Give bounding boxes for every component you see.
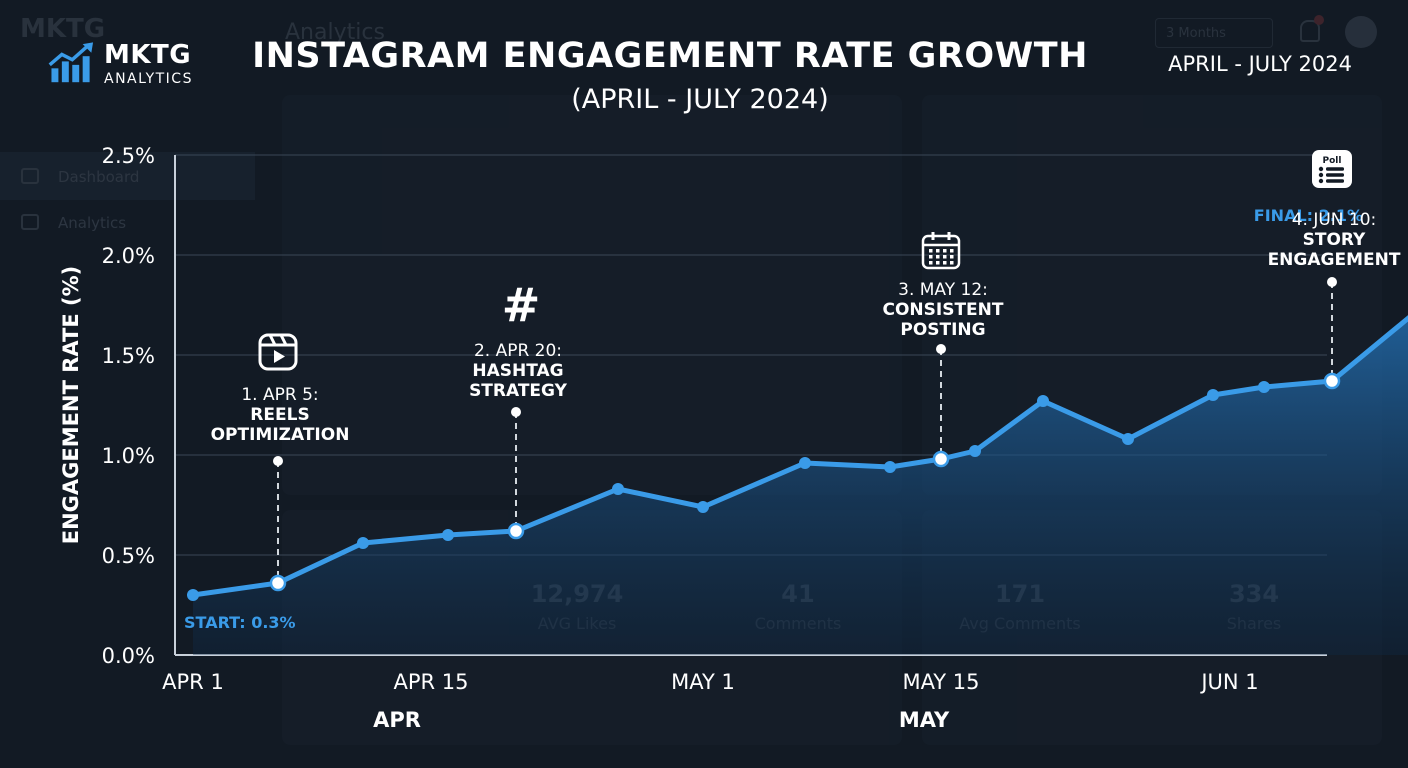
- annotation-title: POSTING: [900, 320, 985, 340]
- y-tick-label: 1.0%: [102, 444, 155, 468]
- annotation-date: 2. APR 20:: [474, 341, 562, 361]
- calendar-icon-day: [943, 249, 947, 253]
- calendar-icon: [921, 232, 961, 270]
- poll-icon-line: [1326, 173, 1344, 177]
- data-point: [442, 529, 454, 541]
- annotation-title: REELS: [250, 405, 309, 425]
- poll-icon-bullet: [1318, 166, 1324, 172]
- y-axis-label: ENGAGEMENT RATE (%): [59, 266, 83, 544]
- calendar-icon-frame: [921, 234, 961, 270]
- y-tick-label: 2.0%: [102, 244, 155, 268]
- month-label: MAY: [899, 708, 950, 732]
- x-tick-label: APR 1: [162, 670, 224, 694]
- poll-icon-text: Poll: [1323, 156, 1342, 166]
- data-point: [269, 574, 287, 592]
- calendar-icon-day: [929, 255, 933, 259]
- calendar-icon-day: [943, 261, 947, 265]
- y-tick-label: 2.5%: [102, 144, 155, 168]
- reels-icon-slash: [268, 334, 277, 346]
- start-label: START: 0.3%: [184, 613, 296, 632]
- calendar-icon-day: [929, 249, 933, 253]
- data-point: [799, 457, 811, 469]
- calendar-icon-day: [950, 249, 954, 253]
- annotation-title: OPTIMIZATION: [211, 425, 350, 445]
- calendar-icon-day: [936, 261, 940, 265]
- series-line: [190, 315, 1408, 598]
- annotation-date: 1. APR 5:: [241, 385, 318, 405]
- poll-icon-line: [1326, 167, 1344, 171]
- annotation-date: 4. JUN 10:: [1292, 210, 1377, 230]
- calendar-icon-day: [943, 255, 947, 259]
- annotation-title: STORY: [1303, 230, 1366, 250]
- data-point: [1258, 381, 1270, 393]
- hashtag-icon: #: [502, 278, 541, 332]
- annotation-dot: [273, 456, 283, 466]
- series-area: [193, 318, 1408, 655]
- data-point: [507, 522, 525, 540]
- y-tick-label: 0.5%: [102, 544, 155, 568]
- x-tick-label: JUN 1: [1199, 670, 1258, 694]
- annotation-date: 3. MAY 12:: [898, 280, 988, 300]
- calendar-icon-day: [929, 261, 933, 265]
- brand-name: MKTG: [104, 40, 192, 70]
- reels-icon-play: [274, 350, 285, 363]
- chart-title: INSTAGRAM ENGAGEMENT RATE GROWTH: [252, 36, 1088, 76]
- data-point: [932, 450, 950, 468]
- brand-tagline: ANALYTICS: [104, 71, 193, 87]
- annotation-title: HASHTAG: [472, 361, 563, 381]
- poll-icon-line: [1326, 179, 1344, 183]
- poll-icon: Poll: [1312, 150, 1352, 188]
- x-tick-label: MAY 15: [902, 670, 979, 694]
- y-tick-label: 1.5%: [102, 344, 155, 368]
- reels-icon-slash: [279, 334, 288, 346]
- reels-icon: [258, 333, 298, 371]
- calendar-icon-day: [936, 255, 940, 259]
- data-point: [1207, 389, 1219, 401]
- poll-icon-bullet: [1318, 178, 1324, 184]
- data-point: [697, 501, 709, 513]
- calendar-icon-day: [950, 255, 954, 259]
- annotation-dot: [936, 344, 946, 354]
- data-point: [187, 589, 199, 601]
- final-label: FINAL: 2.1%: [1254, 206, 1363, 225]
- data-point: [1122, 433, 1134, 445]
- annotation-title: ENGAGEMENT: [1268, 250, 1401, 270]
- y-tick-label: 0.0%: [102, 644, 155, 668]
- annotation-dot: [1327, 277, 1337, 287]
- month-label: APR: [373, 708, 421, 732]
- calendar-icon-day: [936, 249, 940, 253]
- x-tick-label: APR 15: [393, 670, 468, 694]
- annotation-title: STRATEGY: [469, 381, 568, 401]
- poll-icon-bullet: [1318, 172, 1324, 178]
- chart-subtitle: (APRIL - JULY 2024): [571, 84, 829, 115]
- data-point: [1037, 395, 1049, 407]
- annotation-dot: [511, 407, 521, 417]
- reels-icon-frame: [258, 333, 298, 371]
- calendar-icon-day: [950, 261, 954, 265]
- data-point: [357, 537, 369, 549]
- data-point: [1323, 372, 1341, 390]
- logo-icon: [48, 42, 94, 83]
- data-point: [884, 461, 896, 473]
- annotation-title: CONSISTENT: [882, 300, 1003, 320]
- data-point: [612, 483, 624, 495]
- x-tick-label: MAY 1: [671, 670, 735, 694]
- data-point: [969, 445, 981, 457]
- period-label: APRIL - JULY 2024: [1168, 52, 1352, 76]
